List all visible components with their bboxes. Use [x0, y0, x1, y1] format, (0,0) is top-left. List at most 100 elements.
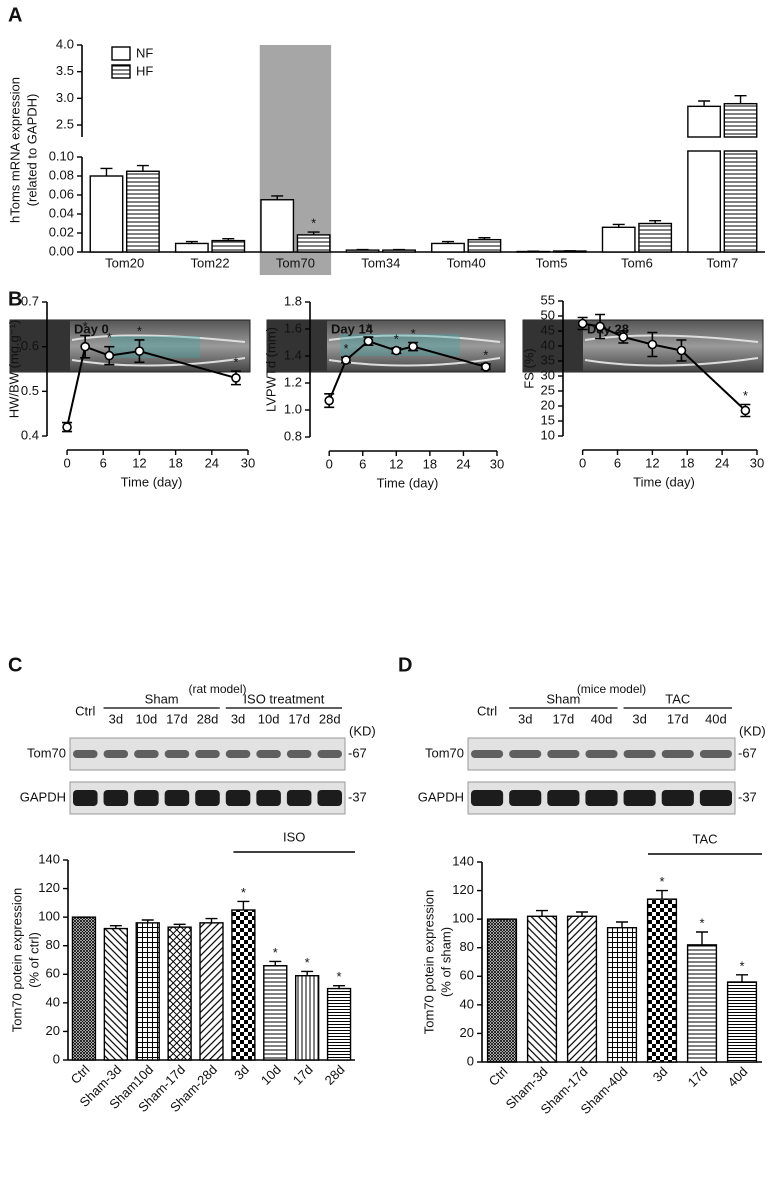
y-tick-label: 30: [541, 367, 555, 382]
error-bar: [205, 917, 218, 923]
y-tick-label: 50: [541, 307, 555, 322]
y-tick-label: 0.00: [49, 243, 74, 258]
blot-band: [547, 790, 580, 806]
legend-swatch: [111, 46, 131, 61]
line: [328, 340, 487, 401]
blot-band: [256, 790, 281, 806]
x-tick-label: 12: [389, 456, 403, 471]
blot-band: [317, 790, 342, 806]
bar: [726, 981, 758, 1063]
legend-label: NF: [136, 45, 153, 60]
x-tick-label: Tom70: [276, 255, 315, 270]
y-tick-label: 60: [460, 968, 474, 983]
y-tick-label: 0.8: [284, 428, 302, 443]
x-tick-label: 17d: [685, 1064, 711, 1090]
y-axis-label: FS (%): [521, 348, 536, 388]
lane-label: 17d: [288, 711, 310, 726]
bar: [601, 226, 636, 253]
y-tick-label: 20: [46, 1023, 60, 1038]
y-tick-label: 80: [46, 937, 60, 952]
significance: *: [483, 348, 488, 363]
blot-size-label: -37: [348, 789, 367, 804]
blot-band: [164, 790, 190, 806]
blot-band: [73, 790, 98, 806]
x-tick-label: Tom34: [361, 255, 400, 270]
y-tick-label: 0.10: [49, 148, 74, 163]
lane-label: 10d: [136, 711, 158, 726]
lane-label: Ctrl: [75, 703, 95, 718]
error-bar: [656, 889, 668, 900]
y-tick-label: 120: [452, 882, 474, 897]
blot-band: [103, 790, 129, 806]
blot-band: [661, 790, 694, 806]
bar: [294, 975, 320, 1061]
bar: [467, 238, 502, 253]
panel-label: D: [398, 654, 412, 676]
y-tick-label: 10: [541, 427, 555, 442]
error-bar: [269, 960, 282, 966]
y-tick-label: 1.2: [284, 374, 302, 389]
error-bar: [696, 931, 708, 945]
x-tick-label: 30: [241, 455, 255, 470]
legend-label: HF: [136, 63, 153, 78]
blot-row-label: Tom70: [27, 745, 66, 760]
y-tick-label: 20: [460, 1025, 474, 1040]
error-bar: [333, 985, 346, 989]
x-tick-label: 3d: [231, 1062, 252, 1083]
lane-label: 3d: [231, 711, 245, 726]
bar: [71, 916, 97, 1061]
group-label: Sham: [145, 691, 179, 706]
error-bar: [441, 240, 454, 244]
blot-band: [225, 790, 251, 806]
lane-label: 17d: [667, 711, 689, 726]
significance: *: [411, 326, 416, 341]
point: [618, 332, 629, 342]
x-tick-label: Tom7: [706, 255, 738, 270]
blot-band: [547, 750, 580, 758]
x-tick-label: 12: [132, 455, 146, 470]
y-axis-label: (% of sham): [438, 927, 453, 997]
error-bar: [698, 100, 711, 107]
bracket-label: ISO: [283, 829, 305, 844]
bar: [89, 175, 124, 253]
bar: [486, 918, 518, 1063]
bar: [296, 234, 331, 253]
x-axis-label: Time (day): [121, 474, 183, 489]
bar: [345, 249, 380, 253]
blot-band: [134, 790, 159, 806]
point: [740, 405, 751, 416]
y-tick-label: 0.5: [21, 383, 39, 398]
y-tick-label: 140: [452, 853, 474, 868]
y-axis-label: HW/BW (mg.g⁻¹): [6, 320, 21, 419]
y-tick-label: 80: [460, 939, 474, 954]
y-tick-label: 0.6: [21, 338, 39, 353]
bar: [606, 927, 638, 1063]
legend-swatch: [111, 64, 131, 79]
bar: [646, 898, 678, 1063]
bar: [638, 222, 673, 253]
error-bar: [736, 974, 748, 982]
error-bar: [301, 970, 314, 976]
point: [481, 361, 491, 372]
point: [391, 345, 402, 356]
x-tick-label: 40d: [725, 1064, 751, 1090]
y-tick-label: 120: [38, 880, 60, 895]
significance: *: [699, 915, 704, 930]
error-bar: [307, 231, 320, 235]
blot-band: [623, 790, 656, 806]
bracket-label: TAC: [692, 831, 717, 846]
x-axis-label: Time (day): [377, 475, 439, 490]
panel-label: B: [8, 288, 22, 310]
y-axis-label: (related to GAPDH): [24, 94, 39, 207]
point: [134, 346, 145, 356]
significance: *: [394, 331, 399, 346]
bar: [326, 987, 352, 1061]
error-bar: [237, 900, 250, 910]
point: [408, 341, 418, 352]
bar: [103, 927, 129, 1061]
point: [647, 339, 658, 350]
x-tick-label: 18: [680, 455, 694, 470]
panel-label: A: [8, 4, 22, 26]
bar: [566, 915, 598, 1063]
